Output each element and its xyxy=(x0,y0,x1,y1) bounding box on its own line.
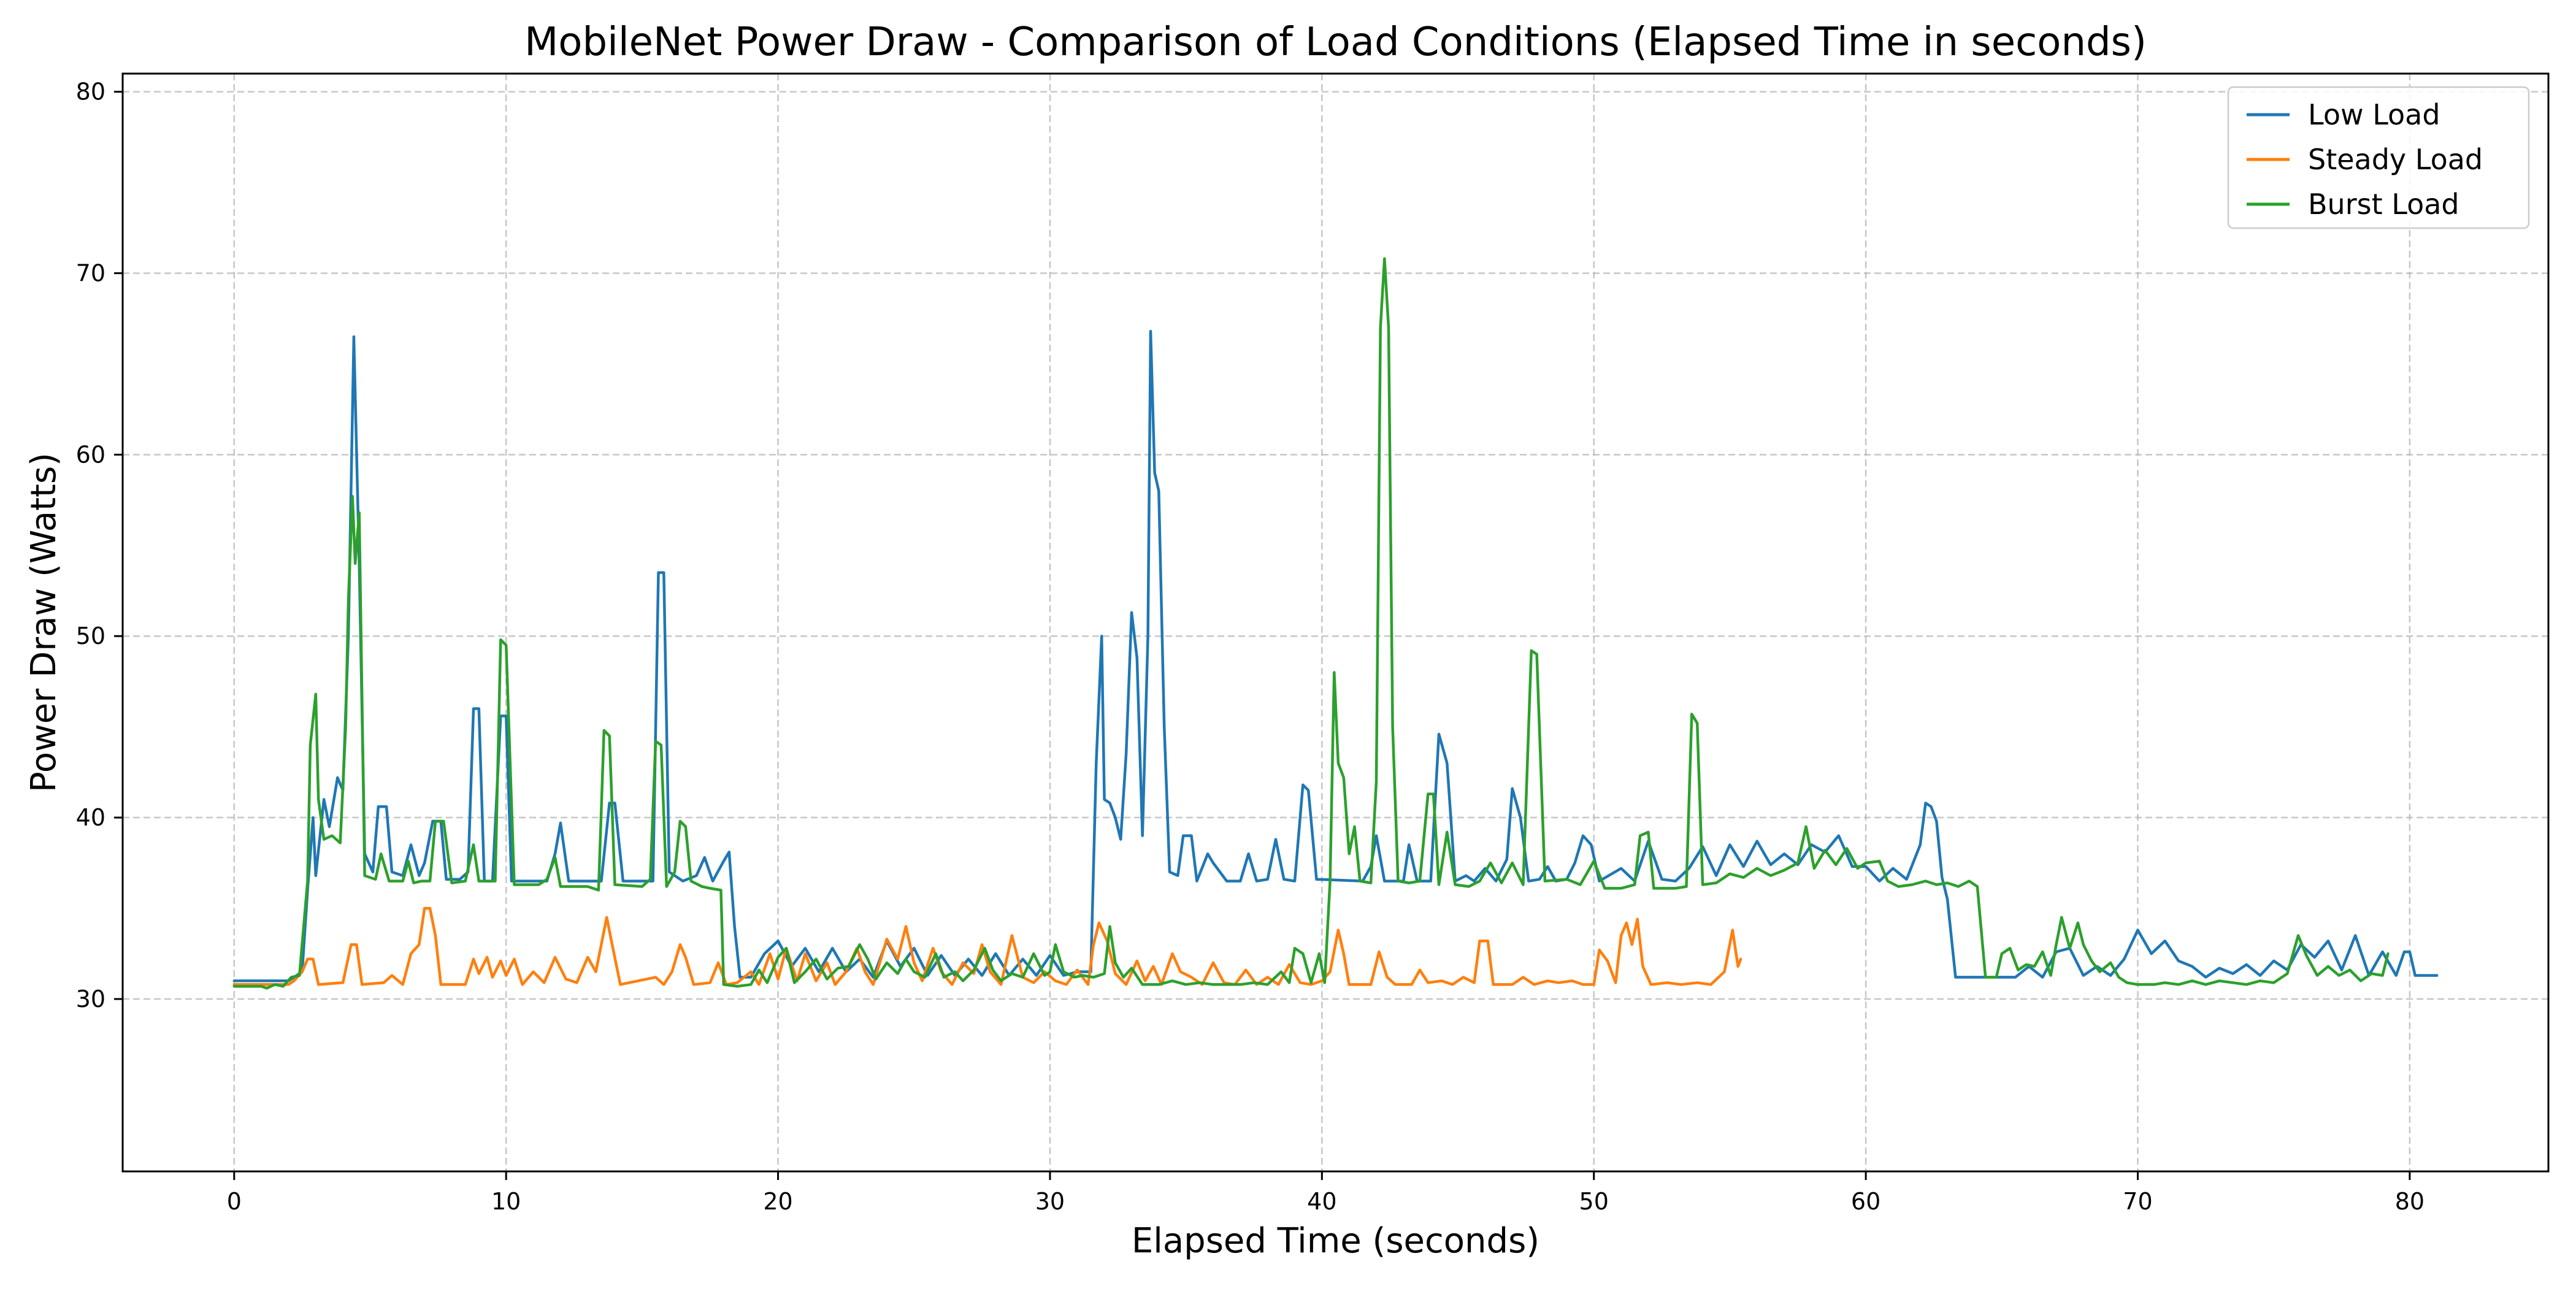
y-tick-label: 30 xyxy=(76,986,105,1013)
x-tick-label: 80 xyxy=(2395,1188,2425,1215)
series-line-steady-load xyxy=(232,906,1742,986)
y-tick-label: 70 xyxy=(76,259,105,286)
y-tick-label: 80 xyxy=(76,79,105,105)
series-line-burst-load xyxy=(232,257,2390,990)
x-tick-label: 60 xyxy=(1851,1188,1880,1215)
series-line-low-load xyxy=(232,329,2439,983)
legend: Low Load Steady Load Burst Load xyxy=(2227,86,2530,229)
y-axis-label: Power Draw (Watts) xyxy=(24,453,64,792)
x-tick-label: 30 xyxy=(1035,1188,1065,1215)
chart-title: MobileNet Power Draw - Comparison of Loa… xyxy=(524,20,2147,65)
x-tick-label: 20 xyxy=(763,1188,792,1215)
axis-ticks: 0 10 20 30 40 50 60 70 80 30 40 50 60 70 80 xyxy=(76,79,2425,1215)
legend-label: Burst Load xyxy=(2308,188,2459,221)
x-tick-label: 10 xyxy=(491,1188,521,1215)
x-tick-label: 0 xyxy=(227,1188,242,1215)
x-axis-label: Elapsed Time (seconds) xyxy=(1132,1221,1539,1261)
y-tick-label: 50 xyxy=(76,623,105,649)
x-tick-label: 40 xyxy=(1307,1188,1336,1215)
y-tick-label: 60 xyxy=(76,441,105,468)
legend-label: Low Load xyxy=(2308,98,2440,131)
y-tick-label: 40 xyxy=(76,804,105,831)
plot-area-frame xyxy=(121,72,2550,1173)
x-tick-label: 50 xyxy=(1579,1188,1609,1215)
legend-label: Steady Load xyxy=(2308,143,2483,176)
x-tick-label: 70 xyxy=(2123,1188,2152,1215)
grid xyxy=(123,74,2548,1171)
legend-box xyxy=(2227,86,2530,229)
series-lines xyxy=(232,257,2439,990)
